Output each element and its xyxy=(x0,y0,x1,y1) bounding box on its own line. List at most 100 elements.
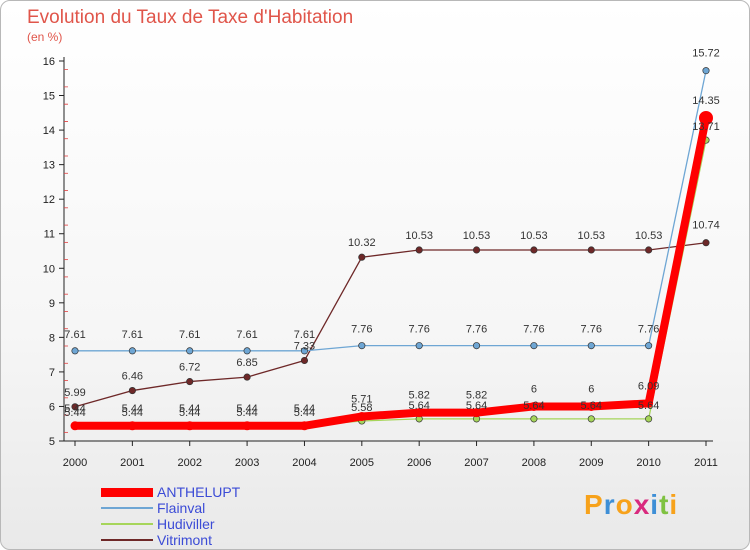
data-label-hudiviller: 5.44 xyxy=(122,407,143,419)
x-tick-label: 2008 xyxy=(522,457,546,469)
data-point-vitrimont xyxy=(243,373,251,381)
data-label-anthelupt: 6.09 xyxy=(638,380,659,392)
y-tick-label: 10 xyxy=(43,263,55,275)
y-tick-label: 12 xyxy=(43,194,55,206)
data-label-flainval: 7.61 xyxy=(64,329,85,341)
logo-letter: P xyxy=(584,489,604,520)
proxiti-logo: Proxiti xyxy=(584,489,678,521)
legend-label-flainval: Flainval xyxy=(157,500,206,516)
data-label-hudiviller: 5.64 xyxy=(581,400,602,412)
x-tick-label: 2001 xyxy=(120,457,144,469)
legend-swatch-vitrimont xyxy=(101,539,153,541)
data-point-anthelupt xyxy=(586,401,596,411)
data-label-hudiviller: 5.64 xyxy=(523,400,544,412)
data-point-vitrimont xyxy=(530,246,538,254)
y-tick-label: 9 xyxy=(49,298,55,310)
x-tick-label: 2003 xyxy=(235,457,259,469)
data-label-anthelupt: 5.44 xyxy=(294,403,315,415)
data-label-vitrimont: 10.53 xyxy=(520,230,548,242)
data-point-hudiviller xyxy=(587,415,595,423)
y-tick-label: 11 xyxy=(44,229,55,241)
legend-swatch-hudiviller xyxy=(101,523,153,525)
data-point-vitrimont xyxy=(128,387,136,395)
data-label-hudiviller: 5.64 xyxy=(638,400,659,412)
data-label-vitrimont: 10.53 xyxy=(463,230,491,242)
data-label-anthelupt: 5.82 xyxy=(466,390,487,402)
series-line-anthelupt xyxy=(75,117,710,430)
series-line-hudiviller xyxy=(75,139,707,427)
data-point-anthelupt xyxy=(185,421,195,431)
data-label-flainval: 7.76 xyxy=(351,324,372,336)
data-label-hudiviller: 5.44 xyxy=(236,407,257,419)
series-line-flainval xyxy=(75,70,707,352)
logo-letter: t xyxy=(659,489,670,520)
data-point-flainval xyxy=(128,347,136,355)
legend: ANTHELUPT Flainval Hudiviller Vitrimont xyxy=(101,484,321,549)
data-point-flainval xyxy=(358,342,366,350)
data-label-flainval: 7.76 xyxy=(581,324,602,336)
legend-item-flainval: Flainval xyxy=(101,500,321,517)
data-label-hudiviller: 5.44 xyxy=(64,407,85,419)
data-point-hudiviller xyxy=(530,415,538,423)
logo-letter: o xyxy=(615,489,634,520)
data-point-flainval xyxy=(186,347,194,355)
data-point-flainval xyxy=(243,347,251,355)
data-point-vitrimont xyxy=(472,246,481,254)
x-tick-label: 2006 xyxy=(407,457,431,469)
x-tick-label: 2007 xyxy=(464,457,488,469)
legend-swatch-anthelupt xyxy=(101,488,153,497)
data-point-anthelupt xyxy=(472,408,482,418)
data-label-vitrimont: 6.46 xyxy=(122,371,143,383)
logo-letter: r xyxy=(603,489,616,520)
chart-subtitle: (en %) xyxy=(27,30,63,44)
data-label-flainval: 7.61 xyxy=(179,329,200,341)
data-label-hudiviller: 5.44 xyxy=(179,407,200,419)
data-label-anthelupt: 5.44 xyxy=(64,403,85,415)
data-label-flainval: 7.61 xyxy=(294,329,315,341)
y-tick-label: 7 xyxy=(49,367,55,379)
legend-swatch-flainval xyxy=(101,507,153,509)
data-label-hudiviller: 13.71 xyxy=(692,121,720,133)
data-point-flainval xyxy=(587,342,595,350)
legend-label-vitrimont: Vitrimont xyxy=(157,532,212,548)
data-label-anthelupt: 5.44 xyxy=(179,403,200,415)
x-tick-label: 2000 xyxy=(63,457,87,469)
y-tick-label: 13 xyxy=(43,160,55,172)
data-point-vitrimont xyxy=(71,403,79,411)
data-label-anthelupt: 6 xyxy=(531,383,537,395)
data-label-flainval: 7.76 xyxy=(466,324,487,336)
data-label-hudiviller: 5.64 xyxy=(466,400,487,412)
legend-label-hudiviller: Hudiviller xyxy=(157,516,215,532)
logo-letter: i xyxy=(669,489,679,520)
data-label-anthelupt: 5.82 xyxy=(408,390,429,402)
x-tick-label: 2002 xyxy=(177,457,201,469)
data-point-anthelupt xyxy=(242,421,252,431)
data-point-anthelupt xyxy=(529,401,539,411)
legend-item-vitrimont: Vitrimont xyxy=(101,532,321,549)
legend-item-anthelupt: ANTHELUPT xyxy=(101,484,321,501)
data-label-vitrimont: 10.32 xyxy=(348,237,376,249)
data-point-anthelupt xyxy=(70,421,80,431)
x-tick-label: 2009 xyxy=(579,457,603,469)
x-tick-label: 2010 xyxy=(636,457,660,469)
data-point-anthelupt xyxy=(644,398,654,408)
data-point-flainval xyxy=(300,347,309,355)
data-label-flainval: 7.76 xyxy=(408,324,429,336)
data-label-anthelupt: 5.44 xyxy=(122,403,143,415)
data-label-vitrimont: 10.74 xyxy=(692,220,720,232)
data-point-flainval xyxy=(472,342,481,350)
legend-label-anthelupt: ANTHELUPT xyxy=(157,484,241,500)
y-tick-label: 6 xyxy=(49,401,55,413)
data-label-vitrimont: 5.99 xyxy=(64,387,85,399)
data-label-flainval: 7.61 xyxy=(122,329,143,341)
data-label-vitrimont: 10.53 xyxy=(635,230,663,242)
data-label-vitrimont: 6.72 xyxy=(179,362,200,374)
data-label-hudiviller: 5.64 xyxy=(408,400,429,412)
data-point-vitrimont xyxy=(702,239,710,247)
y-tick-label: 14 xyxy=(43,125,55,137)
data-point-anthelupt xyxy=(414,408,424,418)
data-point-vitrimont xyxy=(358,253,366,261)
data-point-flainval xyxy=(530,342,538,350)
